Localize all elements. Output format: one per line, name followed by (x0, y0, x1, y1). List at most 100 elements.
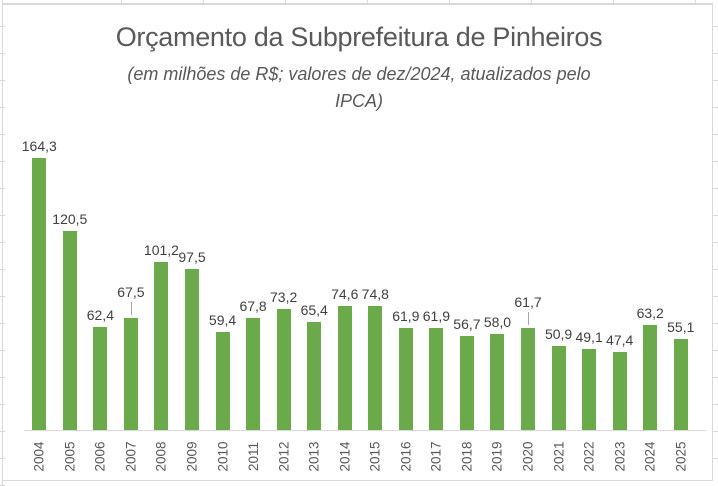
x-axis-tick-cell: 2021 (543, 434, 574, 478)
bar-2021 (551, 346, 566, 430)
bar-value-label: 74,6 (331, 286, 359, 302)
bar-2010 (215, 332, 230, 430)
x-axis-label: 2012 (276, 440, 292, 472)
bar-2014 (337, 306, 352, 430)
x-axis-label: 2019 (489, 440, 505, 472)
bar-value-label: 61,9 (422, 308, 450, 324)
bar-value-label: 164,3 (21, 138, 57, 154)
bar-2008 (154, 262, 169, 430)
bar-cell-2009: 97,5 (177, 140, 208, 430)
bar-value-label: 101,2 (143, 242, 179, 258)
x-axis-label: 2010 (215, 440, 231, 472)
bar-cell-2025: 55,1 (665, 140, 696, 430)
x-axis-label: 2023 (612, 440, 628, 472)
x-axis-label: 2022 (581, 440, 597, 472)
bar-2019 (490, 334, 505, 430)
bar-cell-2024: 63,2 (635, 140, 666, 430)
chart-subtitle: (em milhões de R$; valores de dez/2024, … (60, 61, 658, 115)
label-leader-line (130, 302, 132, 315)
bar-value-label: 73,2 (270, 289, 298, 305)
x-axis-tick-cell: 2010 (207, 434, 238, 478)
x-axis-tick-cell: 2017 (421, 434, 452, 478)
x-axis-label: 2005 (62, 440, 78, 472)
x-axis-tick-cell: 2004 (24, 434, 55, 478)
bar-value-label: 120,5 (52, 211, 88, 227)
bar-cell-2011: 67,8 (238, 140, 269, 430)
bar-cell-2008: 101,2 (143, 140, 179, 430)
bar-value-label: 97,5 (178, 249, 206, 265)
bar-value-label: 67,5 (117, 284, 145, 300)
x-axis-labels: 2004 2005 2006 2007 2008 2009 2010 2011 2012 2013… (24, 434, 696, 478)
bar-cell-2004: 164,3 (21, 138, 57, 430)
bar-value-label: 62,4 (86, 307, 114, 323)
spreadsheet-row-gridline-stubs-right (713, 0, 718, 481)
bar-cell-2005: 120,5 (52, 140, 88, 430)
chart-subtitle-line-2: IPCA) (334, 91, 383, 111)
x-axis-tick-cell: 2011 (238, 434, 269, 478)
chart-border-bottom (2, 480, 713, 481)
bar-cell-2023: 47,4 (604, 140, 635, 430)
bar-cell-2017: 61,9 (421, 140, 452, 430)
x-axis-tick-cell: 2009 (177, 434, 208, 478)
bar-cell-2020: 61,7 (513, 140, 544, 430)
x-axis-tick-cell: 2024 (635, 434, 666, 478)
x-axis-label: 2018 (459, 440, 475, 472)
x-axis-label: 2009 (184, 440, 200, 472)
bar-cell-2006: 62,4 (85, 140, 116, 430)
bar-2006 (93, 327, 108, 430)
x-axis-label: 2015 (367, 440, 383, 472)
bar-value-label: 63,2 (636, 305, 664, 321)
x-axis-tick-cell: 2005 (55, 434, 86, 478)
bar-2011 (246, 318, 261, 430)
bar-2018 (459, 336, 474, 430)
x-axis-label: 2024 (642, 440, 658, 472)
bar-2022 (582, 349, 597, 430)
bar-cell-2015: 74,8 (360, 140, 391, 430)
bar-value-label: 59,4 (208, 312, 237, 328)
chart-border-right (712, 3, 713, 481)
chart-border-top (2, 3, 713, 5)
chart-title: Orçamento da Subprefeitura de Pinheiros (115, 22, 603, 52)
bar-2005 (62, 231, 77, 430)
bar-value-label: 67,8 (239, 298, 267, 314)
bar-cell-2013: 65,4 (299, 140, 330, 430)
x-axis-tick-cell: 2006 (85, 434, 116, 478)
x-axis-label: 2021 (551, 440, 567, 472)
plot-area: 164,3 120,5 62,4 67,5 101,2 97,5 59,4 67,8 73,2 6… (21, 138, 696, 430)
bar-value-label: 47,4 (606, 332, 634, 348)
x-axis-tick-cell: 2025 (665, 434, 696, 478)
label-leader-line (528, 312, 530, 325)
x-axis-tick-cell: 2015 (360, 434, 391, 478)
x-axis-label: 2016 (398, 440, 414, 472)
x-axis-tick-cell: 2012 (268, 434, 299, 478)
x-axis-label: 2007 (123, 440, 139, 472)
x-axis-tick-cell: 2020 (513, 434, 544, 478)
bar-value-label: 49,1 (575, 329, 603, 345)
bar-2016 (398, 328, 413, 430)
bar-2015 (368, 306, 383, 430)
bar-cell-2012: 73,2 (268, 140, 299, 430)
x-axis-tick-cell: 2019 (482, 434, 513, 478)
bar-2020 (521, 328, 536, 430)
bar-value-label: 58,0 (483, 314, 512, 330)
x-axis-tick-cell: 2013 (299, 434, 330, 478)
x-axis-tick-cell: 2008 (146, 434, 177, 478)
x-axis-label: 2020 (520, 440, 536, 472)
bar-value-label: 55,1 (667, 319, 695, 335)
bar-value-label: 61,9 (392, 308, 420, 324)
spreadsheet-column-gridline-stubs-top (40, 0, 713, 3)
x-axis-label: 2006 (92, 440, 108, 472)
bar-value-label: 65,4 (300, 302, 328, 318)
x-axis-tick-cell: 2016 (391, 434, 422, 478)
chart-subtitle-line-1: (em milhões de R$; valores de dez/2024, … (127, 64, 591, 84)
x-axis-tick-cell: 2022 (574, 434, 605, 478)
bar-cell-2019: 58,0 (482, 140, 513, 430)
x-axis-tick-cell: 2014 (329, 434, 360, 478)
x-axis-label: 2014 (337, 440, 353, 472)
x-axis-label: 2008 (153, 440, 169, 472)
x-axis-label: 2013 (306, 440, 322, 472)
x-axis-tick-cell: 2018 (452, 434, 483, 478)
bar-cell-2022: 49,1 (574, 140, 605, 430)
bar-cell-2016: 61,9 (391, 140, 422, 430)
